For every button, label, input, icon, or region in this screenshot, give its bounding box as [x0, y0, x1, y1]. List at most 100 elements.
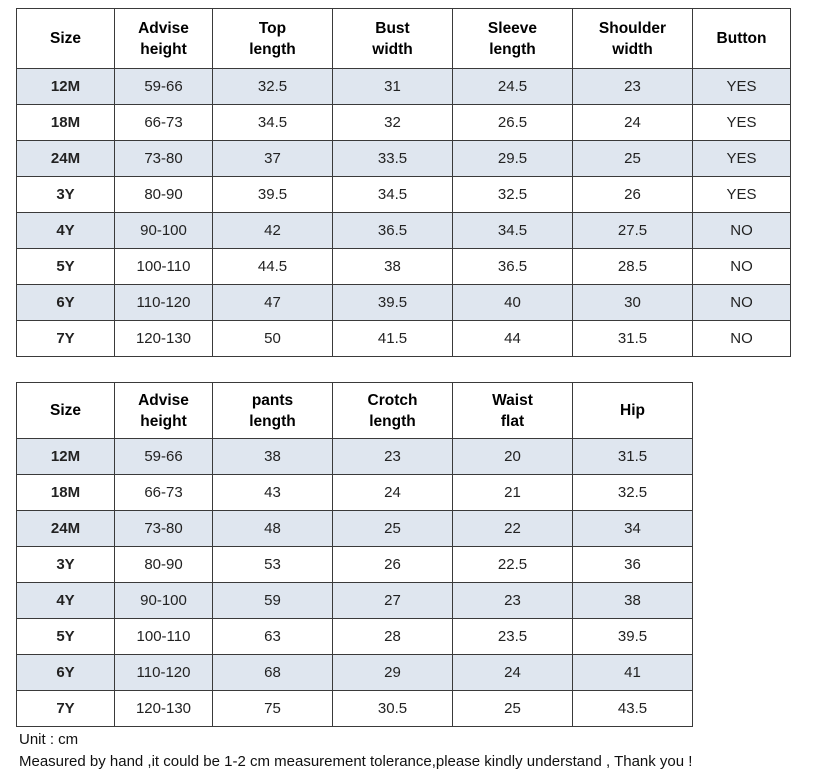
- column-header: Button: [692, 8, 791, 69]
- column-header: Size: [16, 8, 115, 69]
- table-cell: 29.5: [452, 140, 573, 177]
- table-cell: 38: [212, 438, 333, 475]
- table-cell: 36: [572, 546, 693, 583]
- column-header: Shoulder width: [572, 8, 693, 69]
- table-cell: 32: [332, 104, 453, 141]
- size-cell: 18M: [16, 474, 115, 511]
- table-cell: YES: [692, 176, 791, 213]
- column-header-text: height: [140, 412, 187, 430]
- table-cell: 30.5: [332, 690, 453, 727]
- table-cell: 24: [452, 654, 573, 691]
- table-cell: 59-66: [114, 68, 213, 105]
- table-cell: 39.5: [332, 284, 453, 321]
- table-cell: 120-130: [114, 320, 213, 357]
- table-cell: 90-100: [114, 212, 213, 249]
- column-header: Bust width: [332, 8, 453, 69]
- table-cell: YES: [692, 140, 791, 177]
- table-cell: 29: [332, 654, 453, 691]
- size-cell: 4Y: [16, 582, 115, 619]
- table-row: 5Y 100-110 44.5 38 36.5 28.5 NO: [16, 248, 791, 285]
- table-cell: 63: [212, 618, 333, 655]
- column-header-text: Bust: [375, 19, 410, 37]
- table-cell: 23.5: [452, 618, 573, 655]
- size-cell: 24M: [16, 510, 115, 547]
- table-cell: 90-100: [114, 582, 213, 619]
- column-header-text: Advise: [138, 19, 189, 37]
- size-cell: 6Y: [16, 284, 115, 321]
- size-cell: 12M: [16, 438, 115, 475]
- table-cell: 75: [212, 690, 333, 727]
- table-cell: 25: [452, 690, 573, 727]
- table-cell: 100-110: [114, 618, 213, 655]
- column-header-text: width: [372, 40, 413, 58]
- table-row: 18M 66-73 34.5 32 26.5 24 YES: [16, 104, 791, 141]
- column-header: pants length: [212, 382, 333, 439]
- column-header-text: Top: [258, 19, 287, 37]
- table-row: 3Y 80-90 39.5 34.5 32.5 26 YES: [16, 176, 791, 213]
- table-cell: 43.5: [572, 690, 693, 727]
- table-cell: 34.5: [332, 176, 453, 213]
- column-header-text: length: [369, 412, 416, 430]
- table-cell: 59: [212, 582, 333, 619]
- table-cell: 53: [212, 546, 333, 583]
- column-header-text: length: [489, 40, 536, 58]
- size-cell: 4Y: [16, 212, 115, 249]
- column-header-text: Crotch: [367, 391, 418, 409]
- table-cell: 31: [332, 68, 453, 105]
- table-cell: YES: [692, 68, 791, 105]
- table-cell: 36.5: [332, 212, 453, 249]
- table-cell: 24: [572, 104, 693, 141]
- table-cell: 40: [452, 284, 573, 321]
- size-cell: 5Y: [16, 248, 115, 285]
- column-header: Sleeve length: [452, 8, 573, 69]
- table-cell: 66-73: [114, 104, 213, 141]
- table-cell: 73-80: [114, 140, 213, 177]
- size-cell: 24M: [16, 140, 115, 177]
- table-cell: NO: [692, 248, 791, 285]
- column-header: Waist flat: [452, 382, 573, 439]
- table-row: 7Y 120-130 50 41.5 44 31.5 NO: [16, 320, 791, 357]
- column-header: Advise height: [114, 382, 213, 439]
- size-cell: 5Y: [16, 618, 115, 655]
- top-table-header-row: Size Advise height Top length Bust width Sleeve…: [16, 8, 791, 69]
- table-cell: 41: [572, 654, 693, 691]
- table-cell: 26: [572, 176, 693, 213]
- table-cell: 39.5: [212, 176, 333, 213]
- size-cell: 18M: [16, 104, 115, 141]
- table-cell: 100-110: [114, 248, 213, 285]
- size-cell: 3Y: [16, 176, 115, 213]
- table-cell: 30: [572, 284, 693, 321]
- column-header-text: height: [140, 40, 187, 58]
- column-header: Top length: [212, 8, 333, 69]
- table-row: 6Y 110-120 68 29 24 41: [16, 654, 693, 691]
- unit-note: Unit : cm: [19, 731, 79, 748]
- table-cell: 41.5: [332, 320, 453, 357]
- table-cell: 24: [332, 474, 453, 511]
- column-header: Advise height: [114, 8, 213, 69]
- column-header: Size: [16, 382, 115, 439]
- table-cell: 22: [452, 510, 573, 547]
- table-cell: 32.5: [572, 474, 693, 511]
- table-cell: 42: [212, 212, 333, 249]
- table-cell: 31.5: [572, 438, 693, 475]
- table-cell: 50: [212, 320, 333, 357]
- table-cell: 38: [572, 582, 693, 619]
- table-row: 24M 73-80 37 33.5 29.5 25 YES: [16, 140, 791, 177]
- table-cell: 28: [332, 618, 453, 655]
- table-cell: 23: [572, 68, 693, 105]
- table-cell: 23: [332, 438, 453, 475]
- table-cell: 22.5: [452, 546, 573, 583]
- table-cell: 43: [212, 474, 333, 511]
- table-row: 18M 66-73 43 24 21 32.5: [16, 474, 693, 511]
- table-cell: 110-120: [114, 654, 213, 691]
- top-size-table: Size Advise height Top length Bust width Sleeve…: [16, 8, 791, 357]
- table-cell: 120-130: [114, 690, 213, 727]
- table-row: 6Y 110-120 47 39.5 40 30 NO: [16, 284, 791, 321]
- table-cell: 23: [452, 582, 573, 619]
- column-header: Hip: [572, 382, 693, 439]
- bottom-table-header-row: Size Advise height pants length Crotch length W…: [16, 382, 693, 439]
- table-cell: 48: [212, 510, 333, 547]
- table-cell: 44: [452, 320, 573, 357]
- table-cell: 26: [332, 546, 453, 583]
- table-row: 12M 59-66 32.5 31 24.5 23 YES: [16, 68, 791, 105]
